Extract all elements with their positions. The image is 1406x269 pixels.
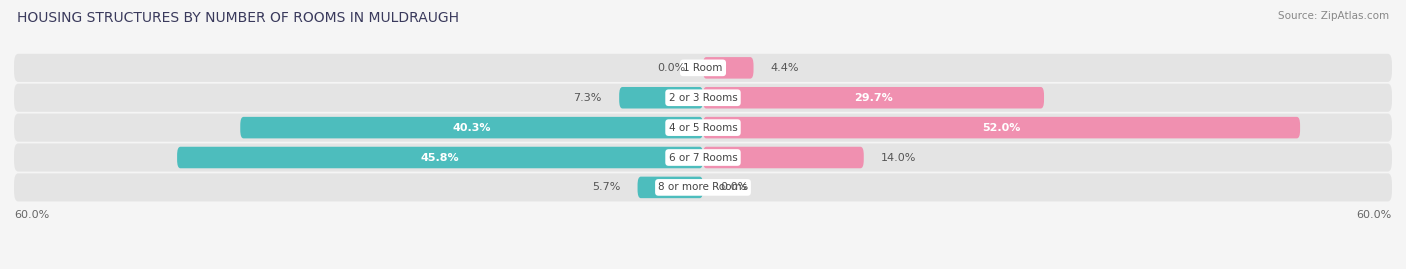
Text: 0.0%: 0.0% [720,182,748,192]
FancyBboxPatch shape [14,114,1392,142]
FancyBboxPatch shape [703,57,754,79]
FancyBboxPatch shape [14,54,1392,82]
Text: 14.0%: 14.0% [882,153,917,162]
FancyBboxPatch shape [703,147,863,168]
FancyBboxPatch shape [637,177,703,198]
Text: 1 Room: 1 Room [683,63,723,73]
Text: 45.8%: 45.8% [420,153,460,162]
FancyBboxPatch shape [619,87,703,108]
Text: 2 or 3 Rooms: 2 or 3 Rooms [669,93,737,103]
FancyBboxPatch shape [703,117,1301,138]
Text: 60.0%: 60.0% [14,210,49,220]
Text: 0.0%: 0.0% [658,63,686,73]
Text: 40.3%: 40.3% [453,123,491,133]
FancyBboxPatch shape [177,147,703,168]
Text: 4 or 5 Rooms: 4 or 5 Rooms [669,123,737,133]
Text: 4.4%: 4.4% [770,63,799,73]
FancyBboxPatch shape [240,117,703,138]
Text: 29.7%: 29.7% [853,93,893,103]
Text: 60.0%: 60.0% [1357,210,1392,220]
FancyBboxPatch shape [14,143,1392,172]
Text: 8 or more Rooms: 8 or more Rooms [658,182,748,192]
Text: Source: ZipAtlas.com: Source: ZipAtlas.com [1278,11,1389,21]
FancyBboxPatch shape [703,87,1045,108]
Text: HOUSING STRUCTURES BY NUMBER OF ROOMS IN MULDRAUGH: HOUSING STRUCTURES BY NUMBER OF ROOMS IN… [17,11,458,25]
FancyBboxPatch shape [14,173,1392,201]
Text: 52.0%: 52.0% [983,123,1021,133]
FancyBboxPatch shape [14,84,1392,112]
Text: 7.3%: 7.3% [574,93,602,103]
Text: 6 or 7 Rooms: 6 or 7 Rooms [669,153,737,162]
Text: 5.7%: 5.7% [592,182,620,192]
